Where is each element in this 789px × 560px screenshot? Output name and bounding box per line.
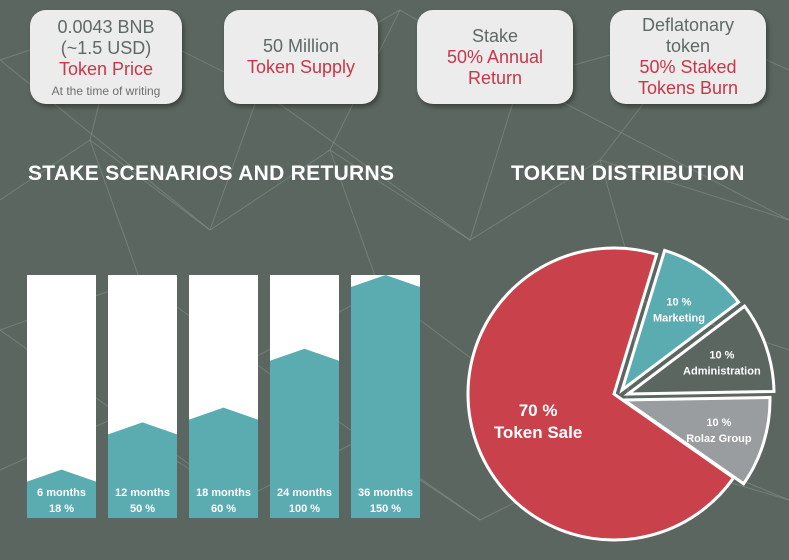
pie-slice-rolaz-group bbox=[619, 395, 772, 486]
pie-percent-label: 10 % bbox=[666, 297, 691, 309]
token-price-card: 0.0043 BNB (~1.5 USD) Token Price At the… bbox=[30, 10, 182, 104]
stake-return-line1: 50% Annual bbox=[446, 46, 544, 67]
stake-bar-duration-label: 36 months bbox=[358, 487, 413, 499]
token-supply-value: 50 Million bbox=[262, 36, 340, 56]
pie-slice-administration bbox=[623, 304, 776, 396]
deflationary-line1: Deflatonary bbox=[641, 15, 735, 35]
pie-category-label: Token Sale bbox=[494, 423, 582, 442]
stake-bar-duration-label: 18 months bbox=[196, 487, 251, 499]
stake-bar-return-label: 150 % bbox=[370, 503, 401, 515]
deflationary-label2: Tokens Burn bbox=[637, 78, 739, 98]
pie-category-label: Marketing bbox=[653, 313, 705, 325]
pie-slice-token-sale bbox=[466, 246, 736, 542]
deflationary-line2: token bbox=[665, 36, 711, 56]
deflationary-card: Deflatonary token 50% Staked Tokens Burn bbox=[610, 10, 766, 104]
pie-percent-label: 10 % bbox=[709, 350, 734, 362]
stake-bar-group: 6 months 18 % bbox=[27, 275, 96, 518]
stake-bar-group: 36 months 150 % bbox=[351, 275, 420, 518]
stake-bar bbox=[351, 275, 420, 518]
token-supply-card: 50 Million Token Supply bbox=[224, 10, 378, 104]
token-price-usd: (~1.5 USD) bbox=[60, 37, 152, 58]
token-supply-label: Token Supply bbox=[246, 57, 356, 77]
token-distribution-pie-chart: 10 % Marketing 10 % Administration 10 % Rolaz… bbox=[466, 246, 776, 542]
stake-bar bbox=[270, 348, 339, 518]
stake-title: Stake bbox=[471, 25, 519, 46]
token-price-note: At the time of writing bbox=[51, 83, 161, 98]
stake-section-title: STAKE SCENARIOS AND RETURNS bbox=[28, 162, 395, 185]
stake-bar-return-label: 50 % bbox=[130, 503, 155, 515]
stake-bar-chart: 6 months 18 % 12 months 50 % 18 months 60 % 24… bbox=[27, 275, 420, 518]
stake-bar bbox=[27, 469, 96, 518]
token-price-bnb: 0.0043 BNB bbox=[57, 16, 155, 37]
stake-bar bbox=[189, 407, 258, 518]
pie-percent-label: 70 % bbox=[519, 401, 558, 420]
deflationary-label1: 50% Staked bbox=[639, 57, 737, 77]
stake-bar-return-label: 60 % bbox=[211, 503, 236, 515]
pie-category-label: Administration bbox=[683, 366, 761, 378]
pie-percent-label: 10 % bbox=[706, 417, 731, 429]
stake-bar bbox=[108, 422, 177, 518]
stake-bar-return-label: 100 % bbox=[289, 503, 320, 515]
stake-bar-group: 12 months 50 % bbox=[108, 275, 177, 518]
pie-category-label: Rolaz Group bbox=[686, 433, 752, 445]
stake-return-line2: Return bbox=[467, 67, 523, 88]
stake-bar-duration-label: 24 months bbox=[277, 487, 332, 499]
token-price-label: Token Price bbox=[58, 58, 154, 79]
stake-card: Stake 50% Annual Return bbox=[417, 10, 573, 104]
stake-bar-duration-label: 12 months bbox=[115, 487, 170, 499]
stake-bar-return-label: 18 % bbox=[49, 503, 74, 515]
stake-bar-duration-label: 6 months bbox=[37, 487, 86, 499]
stake-bar-group: 18 months 60 % bbox=[189, 275, 258, 518]
distribution-section-title: TOKEN DISTRIBUTION bbox=[511, 162, 745, 185]
stake-bar-group: 24 months 100 % bbox=[270, 275, 339, 518]
pie-slice-marketing bbox=[619, 248, 741, 394]
